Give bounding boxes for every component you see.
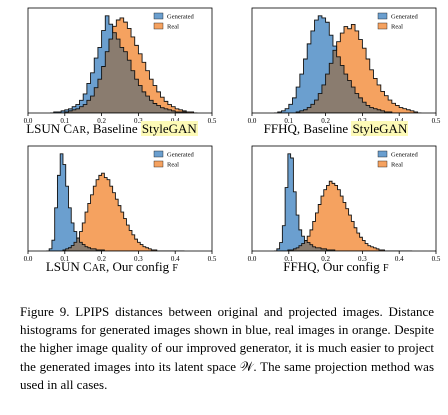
legend-swatch-real — [377, 22, 388, 30]
caption-rest: , Baseline — [86, 121, 141, 136]
histogram-chart: 0.0 0.1 0.2 0.3 0.4 0.5 Generated Real — [248, 145, 441, 263]
series-overlap-fill — [274, 240, 413, 251]
x-tick-label: 0.1 — [60, 255, 69, 263]
series-generated-outline — [274, 153, 413, 251]
plot-frame — [27, 7, 213, 114]
series-overlap-fill — [46, 238, 185, 251]
legend-label-real: Real — [167, 162, 179, 169]
caption-rest: , Our config — [316, 259, 383, 274]
x-tick-label: 0.0 — [24, 255, 33, 263]
legend-label-generated: Generated — [167, 14, 194, 21]
caption-smallcaps: AR — [91, 263, 106, 274]
x-tick-label: 0.2 — [321, 255, 330, 263]
legend-swatch-real — [377, 160, 388, 168]
plot-frame — [251, 7, 437, 114]
x-tick-label: 0.5 — [432, 117, 441, 125]
x-tick-label: 0.0 — [248, 255, 257, 263]
x-tick-label: 0.2 — [321, 117, 330, 125]
series-group — [274, 15, 422, 113]
caption-highlight: StyleGAN — [140, 121, 198, 136]
panel-caption: FFHQ, Baseline StyleGAN — [224, 121, 448, 137]
series-group — [274, 153, 413, 251]
series-group — [46, 153, 185, 251]
legend-label-real: Real — [391, 162, 403, 169]
caption-smallcaps: AR — [72, 125, 87, 136]
legend-swatch-generated — [377, 150, 388, 158]
x-tick-label: 0.0 — [24, 117, 33, 125]
legend-swatch-generated — [377, 12, 388, 20]
legend-label-generated: Generated — [391, 152, 418, 159]
x-tick-label: 0.3 — [134, 117, 143, 125]
legend-swatch-real — [153, 22, 164, 30]
legend-swatch-generated — [153, 150, 164, 158]
series-group — [50, 15, 198, 113]
plot-frame — [251, 145, 437, 252]
x-tick-label: 0.1 — [284, 117, 293, 125]
x-tick-label: 0.3 — [134, 255, 143, 263]
legend-label-real: Real — [391, 24, 403, 31]
legend-swatch-real — [153, 160, 164, 168]
x-tick-label: 0.0 — [248, 117, 257, 125]
series-generated-outline — [274, 15, 422, 113]
x-tick-label: 0.5 — [208, 255, 217, 263]
panel-caption: FFHQ, Our config F — [224, 259, 448, 275]
x-tick-label: 0.5 — [432, 255, 441, 263]
x-tick-label: 0.1 — [60, 117, 69, 125]
x-tick-label: 0.2 — [97, 117, 106, 125]
caption-main: LSUN C — [26, 121, 73, 136]
x-tick-label: 0.4 — [171, 255, 180, 263]
panel-caption: LSUN CAR, Our config F — [0, 259, 224, 275]
legend-label-generated: Generated — [391, 14, 418, 21]
histogram-chart: 0.0 0.1 0.2 0.3 0.4 0.5 Generated Real — [24, 145, 217, 263]
x-tick-label: 0.4 — [395, 255, 404, 263]
series-overlap-fill — [50, 32, 198, 113]
x-tick-label: 0.1 — [284, 255, 293, 263]
series-overlap-fill — [274, 50, 422, 113]
chart-panel-lsun-config-f: 0.0 0.1 0.2 0.3 0.4 0.5 Generated Real LSUN CAR… — [0, 138, 224, 278]
panel-caption: LSUN CAR, Baseline StyleGAN — [0, 121, 224, 137]
series-real-fill — [274, 24, 422, 113]
x-tick-label: 0.5 — [208, 117, 217, 125]
plot-frame — [27, 145, 213, 252]
caption-rest: , Baseline — [296, 121, 352, 136]
x-tick-label: 0.2 — [97, 255, 106, 263]
caption-main: LSUN C — [45, 259, 92, 274]
series-real-fill — [274, 181, 413, 251]
caption-config-letter: F — [382, 263, 389, 274]
x-tick-label: 0.3 — [358, 255, 367, 263]
series-real-outline — [50, 17, 198, 113]
series-real-outline — [46, 172, 185, 251]
caption-main: FFHQ — [283, 259, 317, 274]
caption-highlight: StyleGAN — [351, 121, 409, 136]
series-real-outline — [274, 23, 422, 113]
series-real-outline — [274, 180, 413, 251]
series-generated-outline — [50, 15, 198, 113]
series-generated-outline — [46, 153, 185, 251]
figure-caption: Figure 9. LPIPS distances between origin… — [20, 304, 434, 392]
chart-panel-ffhq-config-f: 0.0 0.1 0.2 0.3 0.4 0.5 Generated Real FFHQ, Ou… — [224, 138, 448, 278]
caption-rest: , Our config — [105, 259, 173, 274]
caption-main: FFHQ — [263, 121, 297, 136]
legend-swatch-generated — [153, 12, 164, 20]
caption-config-letter: F — [172, 263, 179, 274]
legend-label-real: Real — [167, 24, 179, 31]
legend-label-generated: Generated — [167, 152, 194, 159]
